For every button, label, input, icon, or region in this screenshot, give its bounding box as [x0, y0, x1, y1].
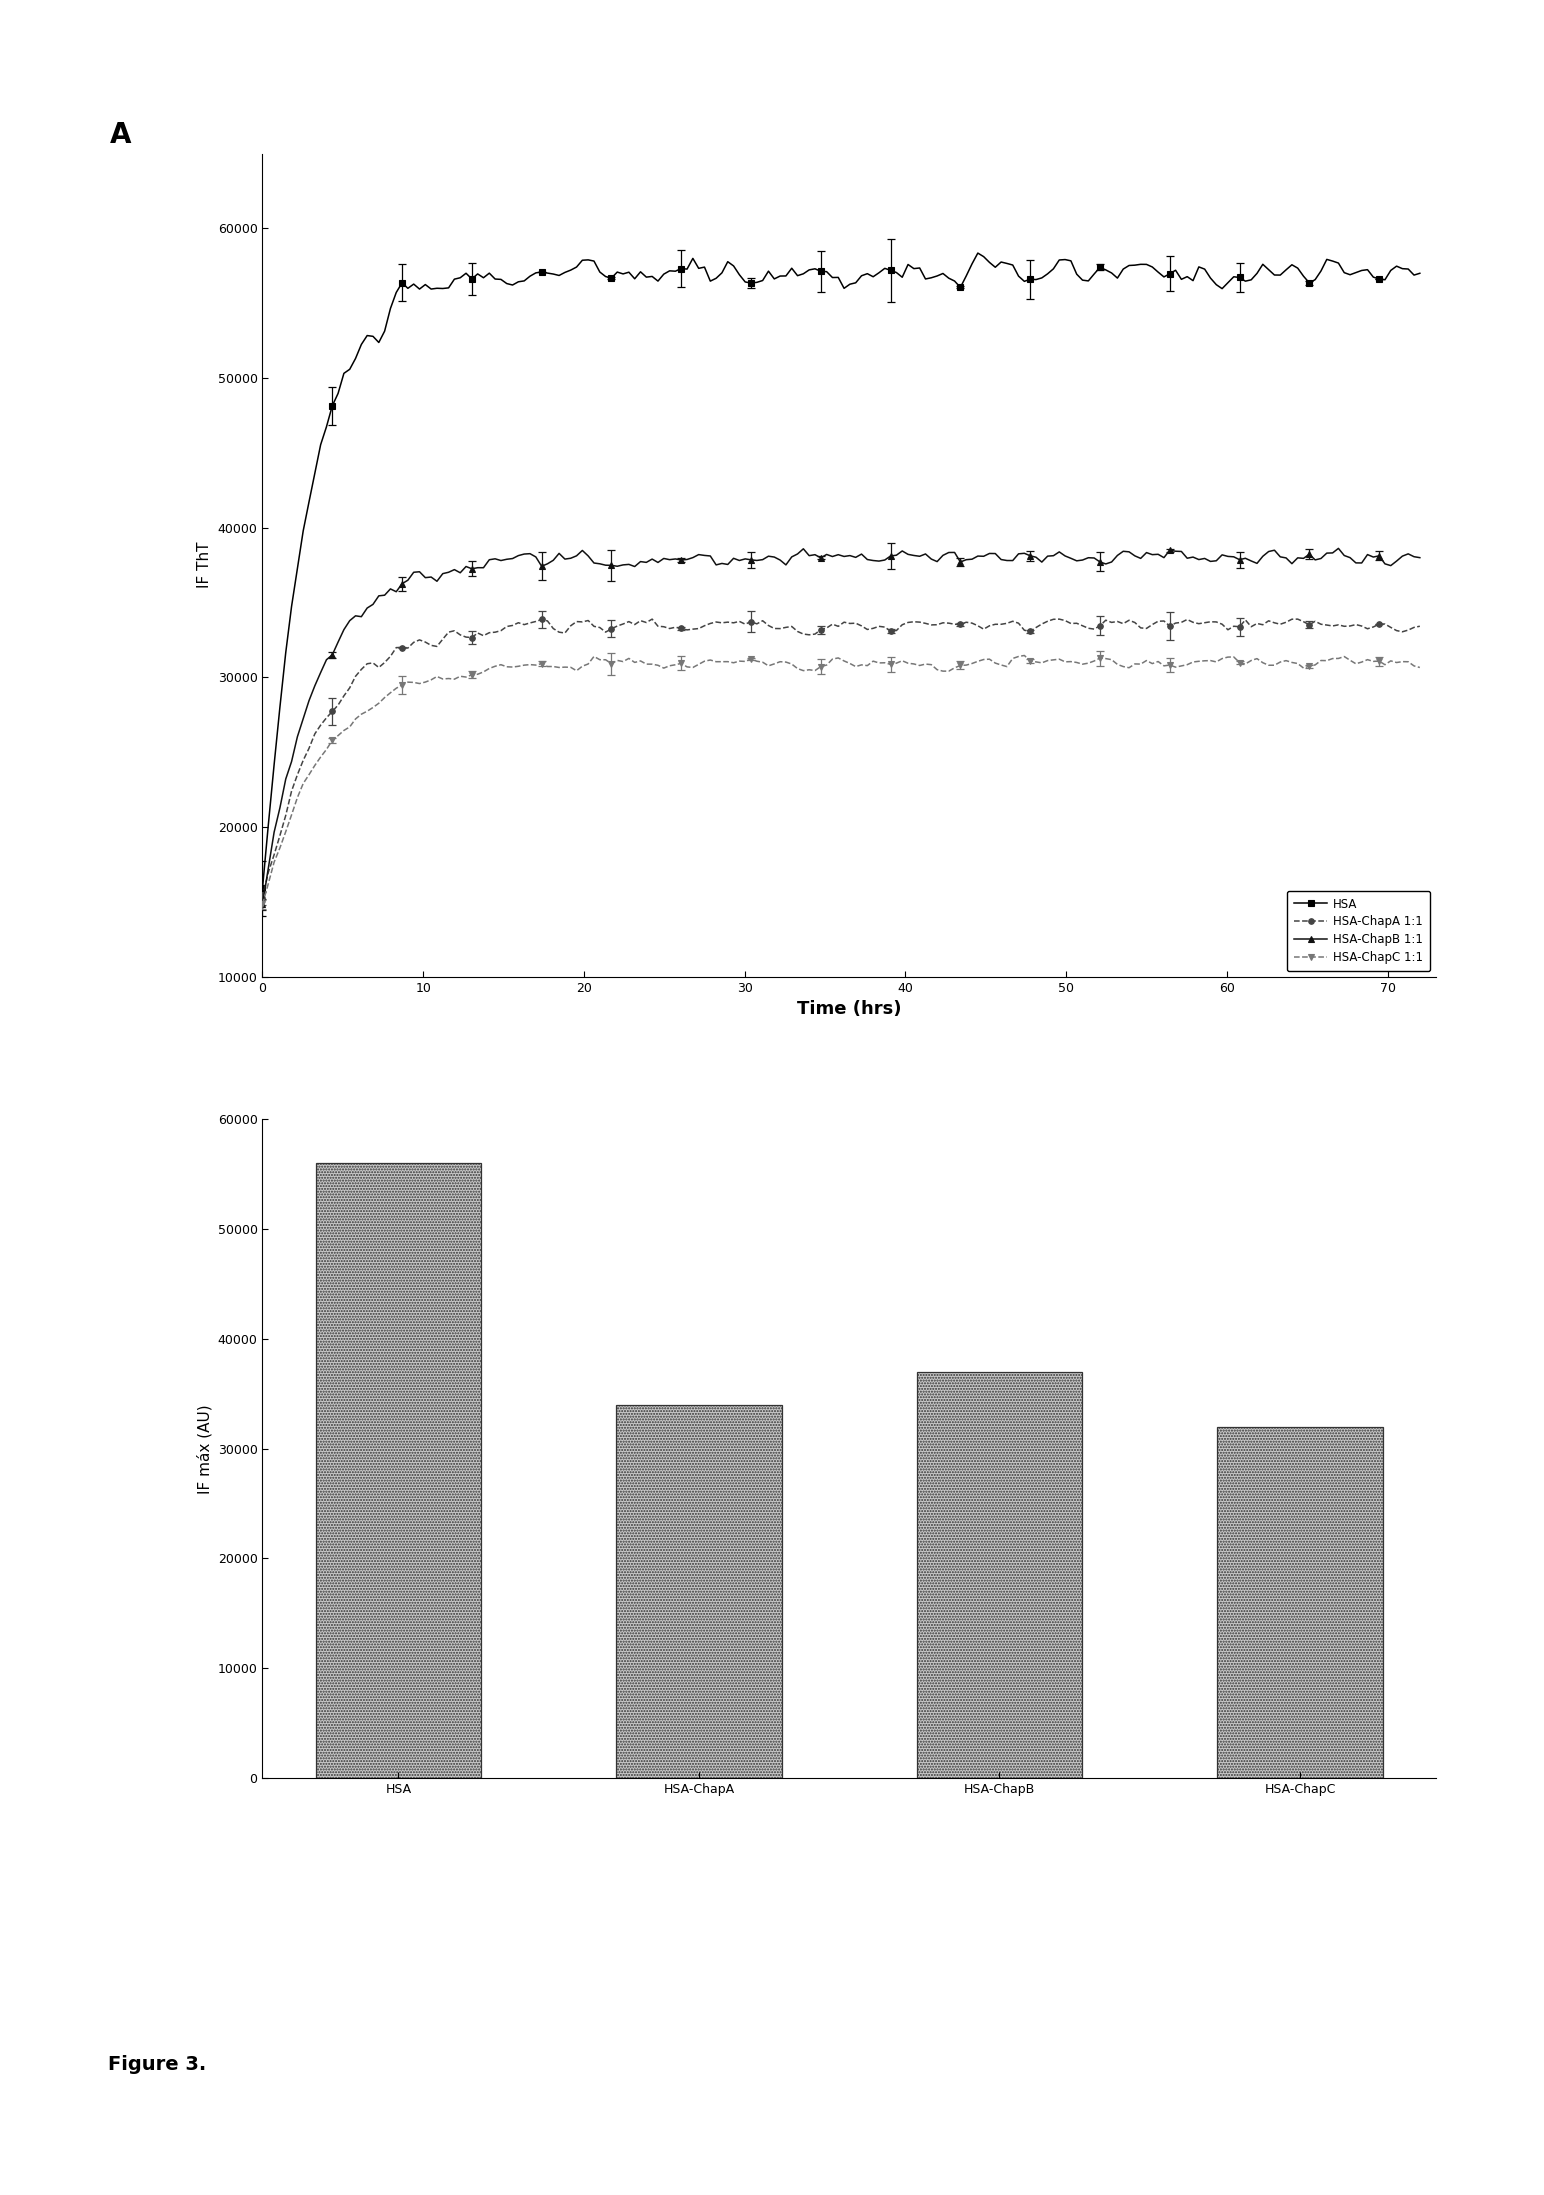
HSA-ChapB 1:1: [1359, 542, 1377, 569]
HSA-ChapB 1:1: [1312, 544, 1331, 571]
HSA: [1317, 246, 1336, 272]
HSA: [968, 239, 987, 266]
Line: HSA-ChapB 1:1: HSA-ChapB 1:1: [259, 547, 1422, 907]
HSA-ChapA 1:1: [1317, 612, 1336, 639]
HSA-ChapB 1:1: [323, 641, 341, 667]
Bar: [1217, 1427, 1382, 1778]
Text: Figure 3.: Figure 3.: [108, 2055, 207, 2074]
HSA-ChapA 1:1: [323, 698, 341, 724]
Bar: [616, 1405, 781, 1778]
Legend: HSA, HSA-ChapA 1:1, HSA-ChapB 1:1, HSA-ChapC 1:1: HSA, HSA-ChapA 1:1, HSA-ChapB 1:1, HSA-C…: [1286, 891, 1430, 970]
Line: HSA: HSA: [259, 250, 1422, 891]
HSA-ChapB 1:1: [253, 891, 272, 918]
HSA-ChapA 1:1: [253, 885, 272, 911]
Bar: [317, 1163, 482, 1778]
HSA-ChapB 1:1: [562, 544, 581, 571]
HSA: [468, 261, 486, 288]
HSA-ChapB 1:1: [468, 555, 486, 582]
HSA-ChapC 1:1: [253, 891, 272, 918]
HSA: [562, 257, 581, 283]
HSA-ChapC 1:1: [1317, 648, 1336, 674]
Text: A: A: [110, 121, 131, 149]
HSA: [300, 489, 318, 516]
Line: HSA-ChapA 1:1: HSA-ChapA 1:1: [259, 617, 1422, 900]
Line: HSA-ChapC 1:1: HSA-ChapC 1:1: [259, 652, 1422, 907]
HSA-ChapA 1:1: [562, 612, 581, 639]
HSA-ChapC 1:1: [1411, 654, 1430, 680]
HSA-ChapC 1:1: [1359, 648, 1377, 674]
HSA-ChapA 1:1: [468, 619, 486, 645]
Y-axis label: IF ThT: IF ThT: [198, 542, 212, 588]
HSA: [1359, 257, 1377, 283]
HSA: [323, 393, 341, 419]
HSA: [253, 876, 272, 902]
Y-axis label: IF máx (AU): IF máx (AU): [196, 1405, 212, 1493]
HSA-ChapB 1:1: [1411, 544, 1430, 571]
HSA-ChapC 1:1: [323, 727, 341, 753]
HSA-ChapB 1:1: [1329, 536, 1348, 562]
HSA-ChapA 1:1: [642, 606, 661, 632]
HSA-ChapA 1:1: [300, 735, 318, 762]
HSA-ChapA 1:1: [1359, 615, 1377, 641]
HSA-ChapC 1:1: [468, 661, 486, 687]
HSA-ChapB 1:1: [300, 687, 318, 713]
HSA: [1411, 261, 1430, 288]
X-axis label: Time (hrs): Time (hrs): [797, 1001, 902, 1018]
HSA-ChapC 1:1: [300, 762, 318, 788]
HSA-ChapC 1:1: [1014, 643, 1033, 669]
HSA-ChapC 1:1: [562, 654, 581, 680]
HSA-ChapA 1:1: [1411, 612, 1430, 639]
Bar: [917, 1372, 1082, 1778]
